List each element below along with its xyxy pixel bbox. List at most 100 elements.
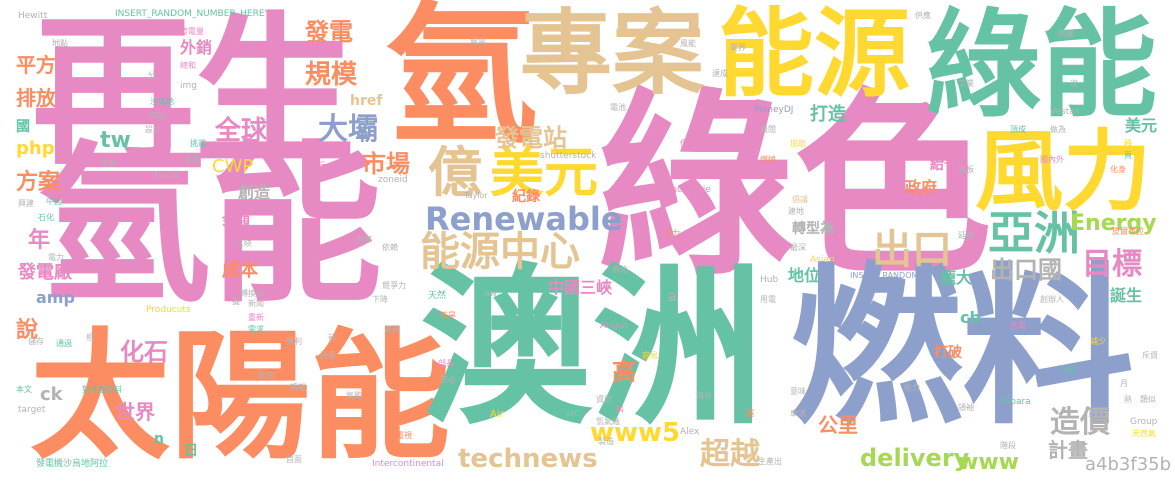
word: technews — [458, 446, 598, 472]
word: 風能 — [680, 40, 696, 48]
word: 價格 — [680, 140, 696, 148]
word: 轉型為 — [792, 222, 834, 236]
word: a — [668, 290, 677, 304]
word: 美元 — [1125, 118, 1157, 134]
word: 三峽 — [236, 240, 252, 248]
word: 總和 — [180, 62, 196, 70]
word: Asian — [810, 256, 835, 265]
word: www — [958, 452, 1019, 474]
word: 儲存 — [28, 338, 44, 346]
word: shutterstock — [540, 152, 596, 161]
word: 包括 — [940, 42, 956, 50]
word: 沙烏地 — [150, 98, 174, 106]
word: 分 — [148, 72, 156, 80]
word: delivery — [860, 446, 969, 470]
word: Air — [490, 410, 504, 420]
word: Vestas — [1050, 108, 1079, 117]
word: 亞洲 — [988, 210, 1080, 256]
word: 重新 — [248, 314, 264, 322]
word: 達成 — [712, 70, 728, 78]
word: INSERT_RANDOM — [850, 272, 918, 280]
word: 天然氣 — [1132, 430, 1156, 438]
word: 發電機沙烏地阿拉 — [36, 460, 108, 469]
word: 日 — [184, 444, 198, 458]
word: 重視 — [396, 432, 412, 440]
word: 興建 — [18, 200, 34, 208]
word: 國 — [16, 120, 30, 134]
word: Hub — [760, 276, 778, 285]
word: 快速 — [1060, 366, 1076, 374]
word: src — [566, 410, 579, 419]
word: href — [350, 94, 382, 108]
word: 紀錄 — [512, 190, 540, 204]
word: 公斤 — [310, 162, 326, 170]
word: 方案 — [16, 172, 60, 194]
word: 相 — [86, 334, 94, 342]
word: 氫能 — [38, 140, 382, 312]
word: 時 — [1124, 140, 1132, 148]
word: 燃燒 — [760, 156, 776, 164]
word: MoneyDJ — [754, 106, 793, 115]
word: 數億 — [258, 372, 274, 380]
word: 延伸 — [958, 232, 974, 240]
word: 發電廠 — [18, 264, 72, 282]
word: 光電 — [1010, 322, 1026, 330]
word: 競爭力 — [382, 282, 406, 290]
word: 大壩 — [318, 115, 378, 145]
word: amp — [36, 290, 75, 306]
word: 平方 — [16, 55, 56, 75]
word: 成本 — [222, 262, 258, 280]
word: 廣闊 — [760, 126, 776, 134]
word: 能源 — [718, 6, 910, 102]
word: 新聞 — [248, 300, 264, 308]
word: 首面 — [286, 456, 302, 464]
word: 國內外 — [1040, 156, 1064, 164]
word: 建地 — [788, 208, 804, 216]
word: 前 — [328, 334, 336, 342]
word: 市場 — [362, 152, 410, 176]
word: 打造 — [810, 106, 846, 124]
word: 超越 — [700, 440, 760, 470]
word: 本文 — [16, 386, 32, 394]
word: 乾旱 — [440, 312, 456, 320]
word: 轉換成 — [240, 290, 264, 298]
word: 料 — [616, 406, 624, 414]
word: 中國三峽 — [548, 280, 612, 296]
word: 專案 — [356, 236, 372, 244]
word: 獲利 — [286, 338, 302, 346]
word: 運送 — [384, 326, 400, 334]
word: 需求 — [248, 326, 264, 334]
word: 年 — [28, 230, 50, 252]
word: 斥資 — [1142, 352, 1158, 360]
word: Pilbara — [1000, 398, 1031, 407]
word: 外銷 — [180, 40, 212, 56]
word: 石化 — [38, 214, 54, 222]
word: 做為 — [1050, 126, 1066, 134]
word: 閱讀 — [100, 160, 116, 168]
word: 發電 — [305, 20, 353, 44]
word: 出口國 — [990, 258, 1062, 282]
word: 天然 — [428, 292, 446, 301]
word: 綠能 — [925, 8, 1157, 124]
word: Intercontinental — [372, 460, 444, 469]
word: 排放 — [16, 88, 56, 108]
word: 減少 — [1090, 338, 1106, 346]
word: 發電量 — [180, 28, 204, 36]
word: 領袖 — [958, 404, 974, 412]
word: target — [18, 406, 45, 415]
word: 倡議 — [792, 196, 808, 204]
word: 月 — [1120, 380, 1128, 388]
word: php — [16, 140, 55, 158]
word: 全球 — [215, 118, 267, 144]
word: 地位 — [788, 268, 820, 284]
word: 設立 — [145, 126, 161, 134]
word: 通過 — [56, 340, 72, 348]
word: 給予 — [930, 158, 958, 172]
word: 勢必 — [440, 376, 456, 384]
word: 打破 — [934, 346, 962, 360]
word: Angus — [600, 322, 628, 331]
word: 氣能 — [346, 392, 362, 400]
word: 頂成 — [1010, 126, 1026, 134]
word: 化身 — [1110, 166, 1126, 174]
